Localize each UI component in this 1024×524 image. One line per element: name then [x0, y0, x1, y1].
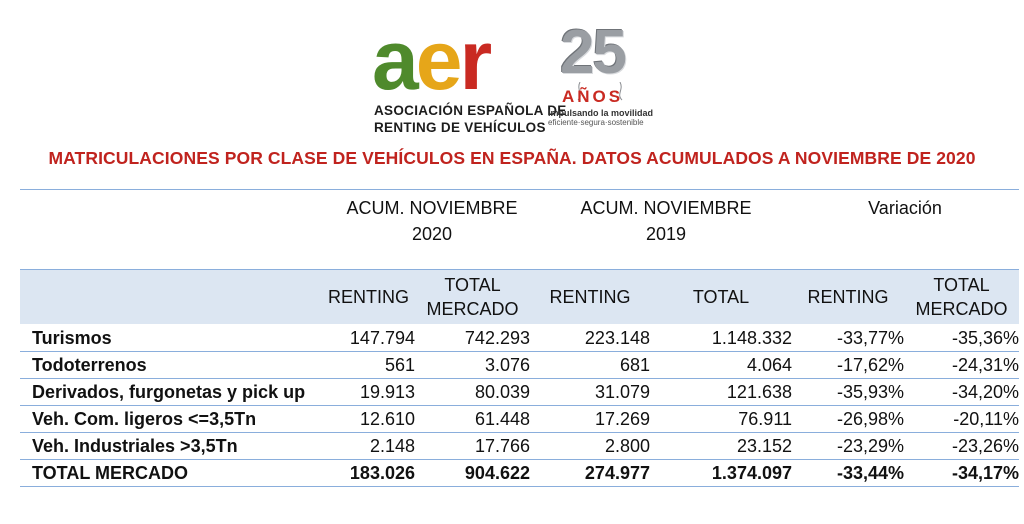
cell-total-2020: 17.766 [415, 432, 530, 460]
column-header-renting-2020: RENTING [322, 269, 415, 325]
anniversary-number: 25 [560, 18, 627, 87]
cell-total-2020: 80.039 [415, 378, 530, 406]
column-header-total-variation: TOTAL MERCADO [904, 269, 1019, 325]
cell-total-2020: 904.622 [415, 459, 530, 487]
cell-variation-renting: -33,44% [792, 459, 904, 487]
cell-renting-2020: 12.610 [322, 405, 415, 433]
cell-variation-total: -34,17% [904, 459, 1019, 487]
row-label: Veh. Com. ligeros <=3,5Tn [20, 405, 322, 433]
table-total-row: TOTAL MERCADO 183.026 904.622 274.977 1.… [20, 459, 1019, 487]
aer-logo: aer ASOCIACIÓN ESPAÑOLA DE RENTING DE VE… [372, 13, 566, 135]
table-row: Turismos 147.794 742.293 223.148 1.148.3… [20, 324, 1019, 352]
table-header-row: RENTING TOTAL MERCADO RENTING TOTAL RENTI… [20, 269, 1019, 325]
anniversary-word: AÑOS [562, 87, 624, 106]
anniversary-logo: 25 AÑOS Impulsando la movilidad eficient… [548, 22, 668, 132]
cell-variation-renting: -26,98% [792, 405, 904, 433]
cell-renting-2019: 2.800 [530, 432, 650, 460]
row-label: TOTAL MERCADO [20, 459, 322, 487]
aer-organization-name: ASOCIACIÓN ESPAÑOLA DE RENTING DE VEHÍCU… [374, 103, 567, 135]
cell-renting-2019: 274.977 [530, 459, 650, 487]
cell-renting-2019: 17.269 [530, 405, 650, 433]
column-header-total-2020: TOTAL MERCADO [415, 269, 530, 325]
cell-variation-renting: -33,77% [836, 328, 904, 348]
column-header-category [20, 269, 322, 325]
cell-renting-2019: 31.079 [530, 378, 650, 406]
cell-total-2020: 742.293 [464, 328, 530, 348]
balloon-string-icon [577, 82, 623, 101]
cell-total-2019: 76.911 [650, 405, 792, 433]
row-label: Todoterrenos [20, 351, 322, 379]
column-header-renting-2019: RENTING [530, 269, 650, 325]
cell-variation-renting: -17,62% [792, 351, 904, 379]
group-header-variation: Variación [868, 198, 942, 218]
cell-total-2020: 3.076 [415, 351, 530, 379]
page-title: MATRICULACIONES POR CLASE DE VEHÍCULOS E… [48, 148, 976, 168]
cell-total-2019: 4.064 [650, 351, 792, 379]
cell-variation-renting: -35,93% [792, 378, 904, 406]
row-label: Veh. Industriales >3,5Tn [20, 432, 322, 460]
cell-renting-2020: 147.794 [349, 328, 415, 348]
group-header-2020: ACUM. NOVIEMBRE 2020 [346, 198, 518, 244]
row-label: Turismos [32, 328, 112, 348]
cell-variation-renting: -23,29% [792, 432, 904, 460]
group-header-2019: ACUM. NOVIEMBRE 2019 [580, 198, 752, 244]
cell-variation-total: -24,31% [904, 351, 1019, 379]
header-divider [20, 189, 1019, 190]
cell-renting-2020: 2.148 [322, 432, 415, 460]
cell-renting-2020: 19.913 [322, 378, 415, 406]
cell-total-2019: 1.374.097 [650, 459, 792, 487]
aer-wordmark: aer [372, 13, 492, 107]
cell-renting-2019: 681 [530, 351, 650, 379]
cell-renting-2020: 183.026 [322, 459, 415, 487]
table-row: Veh. Industriales >3,5Tn 2.148 17.766 2.… [20, 432, 1019, 460]
tagline-secondary: eficiente·segura·sostenible [548, 118, 644, 127]
row-label: Derivados, furgonetas y pick up [20, 378, 322, 406]
column-header-total-2019: TOTAL [650, 269, 792, 325]
cell-total-2019: 121.638 [650, 378, 792, 406]
cell-renting-2019: 223.148 [584, 328, 650, 348]
cell-variation-total: -35,36% [951, 328, 1019, 348]
registrations-table: RENTING TOTAL MERCADO RENTING TOTAL RENTI… [20, 269, 1019, 487]
cell-total-2019: 23.152 [650, 432, 792, 460]
column-header-renting-variation: RENTING [792, 269, 904, 325]
table-row: Todoterrenos 561 3.076 681 4.064 -17,62%… [20, 351, 1019, 379]
tagline-primary: Impulsando la movilidad [548, 108, 654, 118]
cell-total-2020: 61.448 [415, 405, 530, 433]
table-row: Veh. Com. ligeros <=3,5Tn 12.610 61.448 … [20, 405, 1019, 433]
cell-total-2019: 1.148.332 [711, 328, 792, 348]
cell-variation-total: -34,20% [904, 378, 1019, 406]
table-row: Derivados, furgonetas y pick up 19.913 8… [20, 378, 1019, 406]
cell-variation-total: -20,11% [904, 405, 1019, 433]
cell-renting-2020: 561 [322, 351, 415, 379]
cell-variation-total: -23,26% [904, 432, 1019, 460]
